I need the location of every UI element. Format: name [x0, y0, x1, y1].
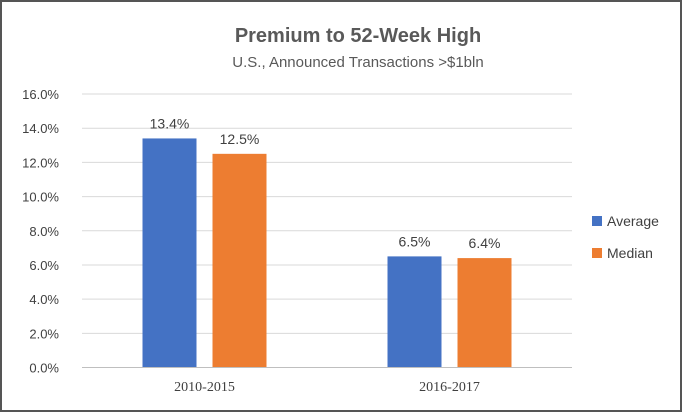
chart-subtitle: U.S., Announced Transactions >$1bln — [232, 54, 483, 71]
y-tick-label: 16.0% — [22, 87, 59, 102]
bar-average-2016-2017 — [387, 256, 442, 368]
data-label: 13.4% — [150, 115, 190, 131]
bar-median-2016-2017 — [457, 258, 512, 368]
y-tick-label: 0.0% — [29, 361, 59, 376]
legend-label-median: Median — [607, 245, 653, 261]
y-tick-label: 12.0% — [22, 155, 59, 170]
data-label: 12.5% — [220, 131, 260, 147]
bar-median-2010-2015 — [212, 153, 267, 368]
y-tick-label: 6.0% — [29, 258, 59, 273]
y-axis-ticks: 0.0% 2.0% 4.0% 6.0% 8.0% 10.0% 12.0% 14.0% 16.0% — [22, 87, 59, 376]
y-tick-label: 14.0% — [22, 121, 59, 136]
bar-average-2010-2015 — [142, 138, 197, 368]
data-label: 6.5% — [399, 233, 431, 249]
bars — [142, 138, 512, 368]
y-tick-label: 4.0% — [29, 292, 59, 307]
y-tick-label: 10.0% — [22, 190, 59, 205]
x-axis-labels: 2010-2015 2016-2017 — [174, 380, 480, 395]
y-tick-label: 8.0% — [29, 224, 59, 239]
x-tick-label: 2010-2015 — [174, 380, 235, 395]
data-label: 6.4% — [469, 235, 501, 251]
x-tick-label: 2016-2017 — [419, 380, 480, 395]
legend: Average Median — [592, 213, 659, 261]
chart-title: Premium to 52-Week High — [235, 25, 481, 47]
legend-label-average: Average — [607, 213, 659, 229]
data-labels: 13.4% 12.5% 6.5% 6.4% — [150, 115, 501, 251]
y-tick-label: 2.0% — [29, 326, 59, 341]
legend-swatch-average — [592, 216, 602, 226]
legend-swatch-median — [592, 248, 602, 258]
